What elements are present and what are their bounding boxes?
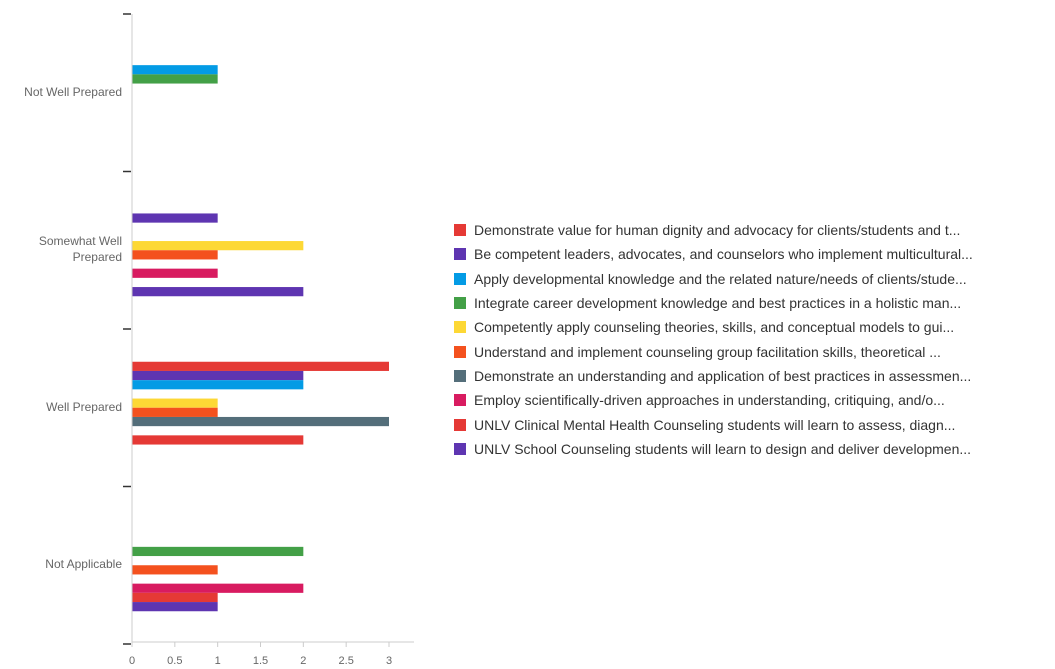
category-label: Not Well Prepared [0, 84, 122, 100]
category-label-line: Not Applicable [45, 557, 122, 572]
legend-label: Employ scientifically-driven approaches … [474, 392, 945, 409]
legend-swatch [454, 297, 466, 310]
category-label-line: Well Prepared [46, 399, 122, 414]
bar [132, 592, 218, 603]
legend-label: Demonstrate value for human dignity and … [474, 222, 961, 239]
legend-label: Apply developmental knowledge and the re… [474, 270, 967, 287]
bar [132, 583, 304, 593]
legend-label: Demonstrate an understanding and applica… [474, 367, 972, 384]
legend-swatch [454, 272, 466, 285]
bar [132, 435, 304, 445]
legend-label: UNLV School Counseling students will lea… [474, 440, 972, 457]
legend-swatch [454, 321, 466, 334]
category-label: Somewhat Well Prepared [0, 233, 122, 265]
category-label: Not Applicable [0, 556, 122, 572]
legend-item[interactable]: UNLV School Counseling students will lea… [454, 437, 1054, 461]
legend-item[interactable]: Understand and implement counseling grou… [454, 339, 1054, 363]
bar [132, 380, 304, 390]
legend-label: Understand and implement counseling grou… [474, 343, 941, 360]
bars-group [132, 65, 389, 612]
x-tick-label: 1 [215, 655, 221, 667]
x-tick-label: 2.5 [339, 655, 354, 667]
bar [132, 241, 304, 251]
legend-item[interactable]: Demonstrate value for human dignity and … [454, 218, 1054, 242]
legend-swatch [454, 418, 466, 431]
bar [132, 268, 218, 278]
category-label: Well Prepared [0, 399, 122, 415]
legend-item[interactable]: UNLV Clinical Mental Health Counseling s… [454, 412, 1054, 436]
legend-item[interactable]: Apply developmental knowledge and the re… [454, 267, 1054, 291]
bar [132, 287, 304, 297]
legend-item[interactable]: Competently apply counseling theories, s… [454, 315, 1054, 339]
legend-item[interactable]: Employ scientifically-driven approaches … [454, 388, 1054, 412]
legend-label: UNLV Clinical Mental Health Counseling s… [474, 416, 956, 433]
bar [132, 546, 304, 557]
bar [132, 416, 389, 427]
legend-swatch [454, 369, 466, 382]
legend-swatch [454, 394, 466, 407]
legend: Demonstrate value for human dignity and … [454, 218, 1054, 461]
x-tick-label: 2 [300, 655, 306, 667]
legend-swatch [454, 345, 466, 358]
x-tick-label: 0 [129, 655, 135, 667]
bar [132, 65, 218, 75]
x-tick-label: 1.5 [253, 655, 268, 667]
legend-label: Competently apply counseling theories, s… [474, 319, 955, 336]
x-tick-label: 3 [386, 655, 392, 667]
bar [132, 213, 218, 223]
bar [132, 250, 218, 260]
legend-item[interactable]: Be competent leaders, advocates, and cou… [454, 242, 1054, 266]
axes-group [123, 13, 414, 645]
bar [132, 407, 218, 417]
legend-label: Integrate career development knowledge a… [474, 295, 962, 312]
x-tick-label: 0.5 [167, 655, 182, 667]
legend-item[interactable]: Demonstrate an understanding and applica… [454, 364, 1054, 388]
category-label-line: Prepared [72, 250, 122, 265]
bar-chart: 0 0.5 1 1.5 2 2.5 3 [123, 13, 414, 667]
bar [132, 74, 218, 84]
legend-item[interactable]: Integrate career development knowledge a… [454, 291, 1054, 315]
category-label-line: Not Well Prepared [24, 84, 122, 99]
bar [132, 361, 389, 371]
x-axis-ticks: 0 0.5 1 1.5 2 2.5 3 [129, 642, 392, 667]
bar [132, 602, 218, 612]
legend-swatch [454, 224, 466, 237]
legend-swatch [454, 442, 466, 455]
legend-label: Be competent leaders, advocates, and cou… [474, 246, 973, 263]
category-label-line: Somewhat Well [38, 234, 122, 249]
bar [132, 370, 304, 381]
bar [132, 398, 218, 408]
bar [132, 565, 218, 575]
legend-swatch [454, 248, 466, 261]
